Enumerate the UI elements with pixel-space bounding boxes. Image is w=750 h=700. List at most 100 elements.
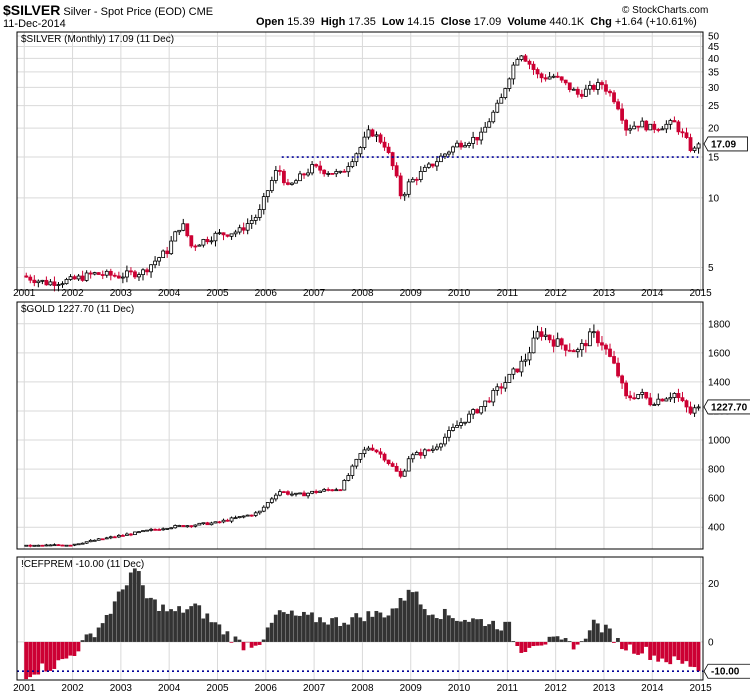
- candle-body: [571, 88, 576, 91]
- candle-body: [604, 344, 608, 350]
- candle-body: [225, 234, 230, 237]
- candle-body: [434, 161, 439, 167]
- candle-body: [137, 531, 141, 534]
- premium-bar: [56, 641, 61, 661]
- premium-bar: [298, 615, 302, 642]
- candle-body: [491, 111, 496, 123]
- candle-body: [261, 506, 266, 512]
- candle-body: [302, 173, 306, 176]
- premium-bar: [648, 641, 653, 660]
- premium-bar: [318, 617, 322, 642]
- last-value-tag-box: [703, 663, 750, 679]
- premium-bar: [672, 641, 677, 657]
- candle-body: [684, 400, 689, 408]
- candle-body: [149, 528, 153, 531]
- candle-body: [648, 123, 653, 131]
- candle-body: [467, 142, 471, 146]
- candle-body: [177, 525, 182, 527]
- premium-bar: [499, 630, 504, 642]
- premium-bar: [322, 622, 326, 642]
- candle-body: [72, 543, 77, 546]
- premium-bar: [132, 568, 137, 642]
- premium-bar: [193, 603, 198, 642]
- candle-body: [418, 452, 423, 456]
- premium-bar: [265, 627, 270, 642]
- candle-body: [330, 173, 335, 175]
- candle-body: [314, 490, 319, 493]
- premium-bar: [696, 641, 701, 672]
- candle-body: [112, 536, 117, 539]
- candle-body: [491, 390, 496, 403]
- candle-body: [290, 182, 294, 185]
- premium-bar: [233, 636, 238, 642]
- premium-bar: [491, 620, 495, 642]
- candle-body: [443, 436, 447, 445]
- premium-bar: [579, 641, 584, 642]
- candle-body: [539, 73, 544, 79]
- x-tick-label: 2005: [206, 288, 229, 299]
- candle-body: [374, 134, 379, 137]
- candle-body: [350, 465, 355, 476]
- x-tick-label: 2004: [158, 288, 181, 299]
- candle-body: [249, 220, 254, 224]
- premium-bar: [88, 633, 93, 642]
- candle-body: [197, 244, 202, 247]
- candle-body: [414, 452, 419, 456]
- x-tick-label: 2010: [448, 288, 471, 299]
- candle-body: [495, 386, 500, 391]
- y-tick-label: 35: [708, 67, 720, 78]
- premium-bar: [32, 641, 37, 675]
- premium-bar: [153, 599, 157, 642]
- candle-body: [120, 535, 125, 537]
- candle-body: [519, 360, 524, 373]
- premium-bar: [402, 600, 407, 642]
- premium-bar: [221, 634, 226, 642]
- panel-label: $GOLD 1227.70 (11 Dec): [21, 304, 134, 315]
- premium-bar: [680, 641, 685, 664]
- candle-body: [430, 448, 435, 451]
- candle-body: [648, 397, 653, 406]
- candle-body: [273, 170, 278, 181]
- candle-body: [44, 279, 49, 286]
- candle-body: [632, 397, 637, 400]
- candle-body: [680, 397, 685, 402]
- candle-body: [322, 489, 327, 492]
- candle-body: [656, 398, 661, 405]
- candle-body: [217, 521, 222, 524]
- candle-body: [245, 223, 250, 231]
- candle-body: [382, 141, 387, 148]
- premium-bar: [688, 641, 693, 667]
- candle-body: [394, 465, 399, 472]
- candle-body: [137, 274, 141, 278]
- candle-body: [32, 544, 37, 547]
- candle-body: [326, 173, 331, 175]
- premium-bar: [165, 611, 169, 642]
- premium-bar: [189, 606, 194, 642]
- y-tick-label: 25: [708, 101, 720, 112]
- candle-body: [426, 163, 431, 168]
- candle-body: [402, 470, 407, 477]
- candle-body: [567, 349, 572, 352]
- premium-bar: [302, 611, 306, 642]
- candle-body: [141, 530, 145, 533]
- candle-body: [298, 492, 302, 495]
- x-tick-label: 2001: [13, 683, 36, 694]
- candle-body: [229, 517, 234, 522]
- x-tick-label: 2010: [448, 683, 471, 694]
- candle-body: [394, 165, 399, 177]
- premium-bar: [624, 641, 628, 651]
- candle-body: [318, 165, 323, 171]
- candle-body: [608, 90, 612, 94]
- premium-bar: [616, 638, 620, 642]
- premium-bar: [382, 617, 387, 642]
- candle-body: [68, 276, 73, 280]
- candle-body: [310, 490, 314, 494]
- candle-body: [108, 536, 113, 539]
- premium-bar: [24, 641, 29, 680]
- candle-body: [48, 544, 53, 547]
- candle-body: [36, 280, 41, 284]
- candle-body: [80, 542, 85, 545]
- premium-bar: [44, 641, 49, 672]
- premium-bar: [612, 641, 616, 643]
- premium-bar: [563, 638, 568, 642]
